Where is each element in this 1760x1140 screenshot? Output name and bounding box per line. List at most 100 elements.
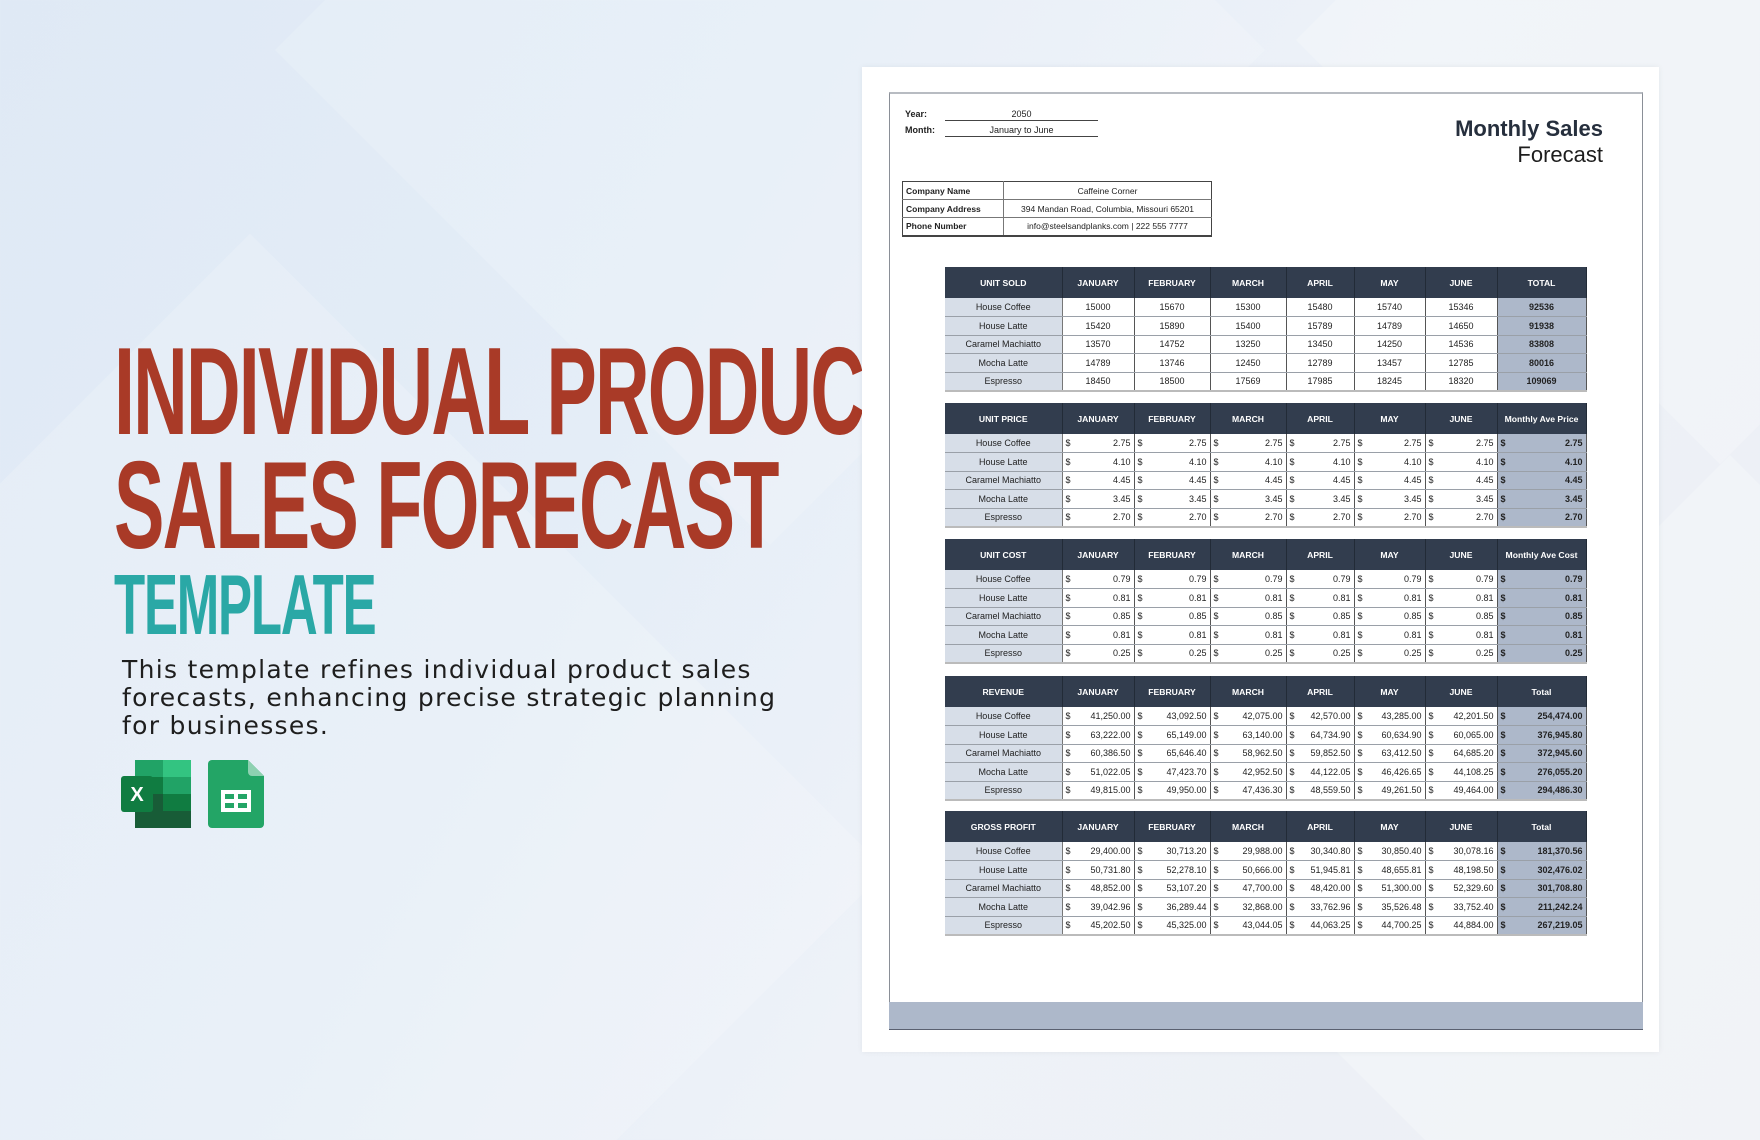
currency-symbol: $	[1213, 729, 1219, 740]
amount: 0.81	[1475, 592, 1494, 603]
value-cell: $32,868.00	[1210, 897, 1287, 917]
total-cell: 92536	[1497, 298, 1587, 318]
value-cell: $0.81	[1210, 588, 1287, 608]
amount: 267,219.05	[1537, 920, 1583, 931]
amount: 30,713.20	[1166, 846, 1207, 857]
currency-symbol: $	[1289, 767, 1295, 778]
total-cell: $0.81	[1497, 625, 1587, 645]
column-header: MAY	[1354, 267, 1426, 298]
amount: 2.75	[1264, 438, 1283, 449]
amount: 301,708.80	[1537, 883, 1583, 894]
table-row: Espresso $2.70 $2.70 $2.70 $2.70 $2.70 $2.70 $2…	[945, 508, 1587, 528]
currency-symbol: $	[1065, 438, 1071, 449]
value-cell: $0.79	[1354, 570, 1426, 590]
amount: 42,570.00	[1310, 711, 1351, 722]
value-cell: $2.70	[1134, 508, 1211, 528]
value-cell: 15346	[1425, 298, 1498, 318]
column-header: FEBRUARY	[1134, 539, 1211, 570]
table-row: Mocha Latte $51,022.05 $47,423.70 $42,952.5…	[945, 762, 1587, 782]
product-label: Espresso	[945, 644, 1063, 664]
table-header-row: GROSS PROFIT JANUARY FEBRUARY MARCH APRIL MAY…	[945, 811, 1587, 842]
value-cell: $4.45	[1425, 471, 1498, 491]
currency-symbol: $	[1065, 902, 1071, 913]
amount: 44,884.00	[1453, 920, 1494, 931]
currency-symbol: $	[1289, 592, 1295, 603]
amount: 0.85	[1475, 611, 1494, 622]
currency-symbol: $	[1289, 711, 1295, 722]
amount: 3.45	[1564, 494, 1583, 505]
value-cell: $0.81	[1210, 625, 1287, 645]
value-cell: 18320	[1425, 372, 1498, 392]
currency-symbol: $	[1428, 767, 1434, 778]
currency-symbol: $	[1137, 864, 1143, 875]
amount: 43,092.50	[1166, 711, 1207, 722]
company-address-label: Company Address	[902, 199, 1004, 218]
currency-symbol: $	[1289, 438, 1295, 449]
column-header: Total	[1497, 676, 1587, 707]
excel-icon: X	[121, 760, 191, 828]
value-cell: 17985	[1286, 372, 1355, 392]
amount: 36,289.44	[1166, 902, 1207, 913]
amount: 0.85	[1112, 611, 1131, 622]
total-cell: $4.10	[1497, 452, 1587, 472]
value-cell: $2.70	[1354, 508, 1426, 528]
total-cell: $4.45	[1497, 471, 1587, 491]
company-row: Phone Number info@steelsandplanks.com | …	[902, 217, 1212, 236]
currency-symbol: $	[1500, 648, 1506, 659]
google-sheets-icon	[208, 760, 264, 828]
amount: 46,426.65	[1381, 767, 1422, 778]
value-cell: $43,092.50	[1134, 707, 1211, 727]
table-header-row: UNIT SOLD JANUARY FEBRUARY MARCH APRIL MAY JUN…	[945, 267, 1587, 298]
amount: 48,198.50	[1453, 864, 1494, 875]
value-cell: $0.85	[1210, 607, 1287, 627]
amount: 48,852.00	[1090, 883, 1131, 894]
amount: 0.81	[1403, 630, 1422, 641]
value-cell: $0.79	[1286, 570, 1355, 590]
month-label: Month:	[905, 125, 935, 135]
currency-symbol: $	[1137, 785, 1143, 796]
amount: 2.75	[1112, 438, 1131, 449]
currency-symbol: $	[1213, 902, 1219, 913]
value-cell: $4.45	[1210, 471, 1287, 491]
amount: 2.70	[1112, 512, 1131, 523]
value-cell: $0.25	[1354, 644, 1426, 664]
value-cell: 14789	[1354, 316, 1426, 336]
currency-symbol: $	[1289, 883, 1295, 894]
currency-symbol: $	[1289, 748, 1295, 759]
currency-symbol: $	[1213, 864, 1219, 875]
amount: 0.25	[1112, 648, 1131, 659]
amount: 65,646.40	[1166, 748, 1207, 759]
value-cell: $2.75	[1062, 434, 1135, 454]
currency-symbol: $	[1213, 846, 1219, 857]
value-cell: $44,108.25	[1425, 762, 1498, 782]
value-cell: 18245	[1354, 372, 1426, 392]
column-header: MAY	[1354, 403, 1426, 434]
table-header-row: UNIT PRICE JANUARY FEBRUARY MARCH APRIL MAY JU…	[945, 403, 1587, 434]
value-cell: $4.45	[1286, 471, 1355, 491]
amount: 0.81	[1475, 630, 1494, 641]
amount: 0.79	[1475, 574, 1494, 585]
value-cell: $0.25	[1425, 644, 1498, 664]
amount: 4.45	[1112, 475, 1131, 486]
currency-symbol: $	[1213, 611, 1219, 622]
amount: 0.85	[1264, 611, 1283, 622]
currency-symbol: $	[1357, 748, 1363, 759]
table-row: Mocha Latte $3.45 $3.45 $3.45 $3.45 $3.45 $3.4…	[945, 489, 1587, 509]
amount: 0.25	[1475, 648, 1494, 659]
total-cell: $294,486.30	[1497, 781, 1587, 801]
value-cell: $51,945.81	[1286, 860, 1355, 880]
currency-symbol: $	[1213, 456, 1219, 467]
value-cell: $48,420.00	[1286, 879, 1355, 899]
value-cell: $51,022.05	[1062, 762, 1135, 782]
amount: 64,685.20	[1453, 748, 1494, 759]
amount: 33,762.96	[1310, 902, 1351, 913]
amount: 2.70	[1332, 512, 1351, 523]
amount: 0.81	[1188, 630, 1207, 641]
amount: 3.45	[1188, 494, 1207, 505]
table-header-row: UNIT COST JANUARY FEBRUARY MARCH APRIL MAY JUN…	[945, 539, 1587, 570]
table-row: Mocha Latte 14789 13746 12450 12789 13457 1278…	[945, 353, 1587, 373]
column-header: JANUARY	[1062, 676, 1135, 707]
currency-symbol: $	[1428, 456, 1434, 467]
column-header: MARCH	[1210, 811, 1287, 842]
column-header: GROSS PROFIT	[945, 811, 1063, 842]
